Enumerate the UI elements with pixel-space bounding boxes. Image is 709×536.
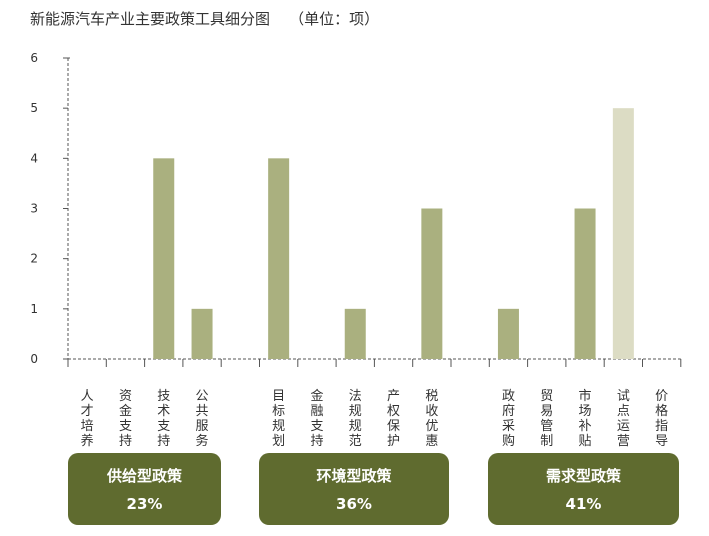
x-tick-label-char: 规 bbox=[272, 419, 285, 434]
x-tick-label-char: 护 bbox=[387, 434, 400, 449]
x-tick-label-char: 务 bbox=[196, 433, 209, 449]
y-tick-label: 0 bbox=[30, 352, 38, 366]
x-tick-label-char: 场 bbox=[579, 404, 592, 419]
chart-title: 新能源汽车产业主要政策工具细分图 （单位：项） bbox=[30, 10, 380, 28]
x-tick-label-char: 点 bbox=[617, 404, 630, 419]
x-tick-label-char: 权 bbox=[387, 403, 400, 419]
bar-技术支持 bbox=[153, 158, 175, 359]
x-tick-label-char: 目 bbox=[272, 389, 285, 404]
x-tick-label-char: 优 bbox=[425, 419, 438, 434]
bar-政府采购 bbox=[497, 308, 519, 359]
x-tick-label-char: 规 bbox=[349, 404, 362, 419]
x-tick-label-char: 技 bbox=[157, 389, 170, 404]
y-tick-label: 2 bbox=[30, 252, 38, 266]
x-tick-label-char: 术 bbox=[157, 404, 170, 419]
x-tick-label-char: 市 bbox=[579, 388, 592, 404]
x-tick-label-char: 养 bbox=[81, 433, 94, 449]
y-tick-label: 4 bbox=[30, 151, 38, 165]
bar-法规规范 bbox=[344, 308, 366, 359]
x-tick-label-char: 人 bbox=[81, 389, 94, 404]
group-percent: 36% bbox=[336, 495, 372, 513]
x-tick-label-char: 补 bbox=[579, 419, 592, 434]
x-tick-label-char: 导 bbox=[655, 434, 668, 449]
group-box-supply: 供给型政策 23% bbox=[68, 453, 221, 525]
x-tick-label-char: 管 bbox=[540, 419, 553, 434]
x-tick-label-char: 收 bbox=[425, 404, 438, 419]
x-tick-label-char: 产 bbox=[387, 389, 400, 404]
y-tick-label: 5 bbox=[30, 101, 38, 115]
y-tick-label: 6 bbox=[30, 51, 38, 65]
x-tick-label-char: 服 bbox=[196, 419, 209, 434]
group-name: 需求型政策 bbox=[545, 467, 621, 485]
y-tick-label: 1 bbox=[30, 302, 38, 316]
x-tick-label-char: 营 bbox=[617, 434, 630, 449]
x-tick-label-char: 政 bbox=[502, 389, 515, 404]
x-tick-label-char: 采 bbox=[502, 419, 515, 434]
x-tick-label-char: 持 bbox=[310, 434, 323, 449]
x-tick-label-char: 制 bbox=[540, 434, 553, 449]
x-tick-label-char: 价 bbox=[655, 389, 668, 404]
x-tick-label-char: 指 bbox=[655, 419, 668, 434]
x-tick-label-char: 贸 bbox=[540, 389, 553, 404]
x-tick-label-char: 持 bbox=[119, 434, 132, 449]
group-box-environment: 环境型政策 36% bbox=[259, 453, 449, 525]
bar-市场补贴 bbox=[574, 208, 596, 359]
group-box-demand: 需求型政策 41% bbox=[488, 453, 679, 525]
x-tick-label-char: 规 bbox=[349, 419, 362, 434]
bar-试点运营 bbox=[612, 108, 634, 360]
x-tick-label-char: 支 bbox=[157, 419, 170, 434]
x-tick-label-char: 范 bbox=[349, 434, 362, 449]
x-tick-label-char: 格 bbox=[655, 403, 668, 419]
group-name: 环境型政策 bbox=[316, 467, 392, 485]
x-tick-label-char: 金 bbox=[119, 403, 132, 419]
group-percent: 23% bbox=[126, 495, 163, 513]
bar-公共服务 bbox=[191, 308, 213, 359]
x-tick-label-char: 持 bbox=[157, 434, 170, 449]
x-tick-label-char: 划 bbox=[272, 434, 285, 449]
x-tick-label-char: 法 bbox=[349, 389, 362, 404]
bar-chart: 0123456人才培养资金支持技术支持公共服务目标规划金融支持法规规范产权保护税… bbox=[30, 51, 682, 449]
bar-目标规划 bbox=[268, 158, 290, 359]
x-tick-label-char: 易 bbox=[540, 404, 553, 419]
x-tick-label-char: 贴 bbox=[579, 434, 592, 449]
bar-税收优惠 bbox=[421, 208, 443, 359]
x-tick-label-char: 标 bbox=[272, 404, 285, 419]
x-tick-label-char: 才 bbox=[81, 404, 94, 419]
x-tick-label-char: 公 bbox=[196, 389, 209, 404]
x-tick-label-char: 支 bbox=[119, 419, 132, 434]
x-tick-label-char: 税 bbox=[425, 389, 438, 404]
y-tick-label: 3 bbox=[30, 202, 38, 216]
x-tick-label-char: 试 bbox=[617, 389, 630, 404]
x-tick-label-char: 运 bbox=[617, 419, 630, 434]
x-tick-label-char: 保 bbox=[387, 419, 400, 434]
group-name: 供给型政策 bbox=[106, 467, 182, 485]
x-tick-label-char: 惠 bbox=[425, 434, 438, 449]
group-percent: 41% bbox=[565, 495, 602, 513]
x-tick-label-char: 共 bbox=[196, 404, 209, 419]
x-tick-label-char: 培 bbox=[81, 418, 94, 434]
x-tick-label-char: 府 bbox=[502, 404, 515, 419]
x-tick-label-char: 金 bbox=[310, 388, 323, 404]
x-tick-label-char: 支 bbox=[310, 419, 323, 434]
x-tick-label-char: 融 bbox=[310, 404, 323, 419]
x-tick-label-char: 购 bbox=[502, 433, 515, 449]
x-tick-label-char: 资 bbox=[119, 389, 132, 404]
